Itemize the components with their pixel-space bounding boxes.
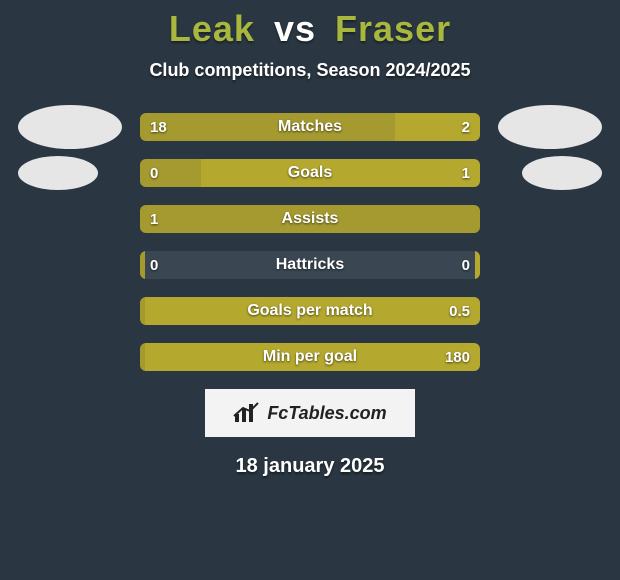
stat-fill-left — [140, 113, 395, 141]
stat-fill-left — [140, 205, 480, 233]
subtitle: Club competitions, Season 2024/2025 — [0, 60, 620, 81]
stat-fill-right — [395, 113, 480, 141]
stat-bar: 0 0Hattricks — [140, 251, 480, 279]
stat-fill-right — [145, 297, 480, 325]
stat-fill-right — [145, 343, 480, 371]
stat-bar: 1Assists — [140, 205, 480, 233]
stat-row: 01Goals — [0, 155, 620, 191]
date-label: 18 january 2025 — [0, 455, 620, 478]
title: Leak vs Fraser — [0, 8, 620, 50]
stat-fill-left — [140, 251, 145, 279]
stat-bar: 0.5Goals per match — [140, 297, 480, 325]
stat-bar: 182Matches — [140, 113, 480, 141]
stat-fill-right — [201, 159, 480, 187]
stat-row: 182Matches — [0, 109, 620, 145]
stat-row: 0 0Hattricks — [0, 247, 620, 283]
stats-container: 182Matches 01Goals 1Assists 0 0Hattricks 0.5G… — [0, 109, 620, 375]
stat-value-right: 0 — [462, 251, 470, 279]
player1-avatar — [18, 105, 122, 149]
title-player1: Leak — [169, 8, 255, 49]
stat-row: 0.5Goals per match — [0, 293, 620, 329]
brand-chart-icon — [233, 402, 259, 424]
stat-bar: 180Min per goal — [140, 343, 480, 371]
title-player2: Fraser — [335, 8, 451, 49]
stat-row: 180Min per goal — [0, 339, 620, 375]
stat-fill-left — [140, 159, 201, 187]
stat-value-left: 0 — [150, 251, 158, 279]
stat-fill-right — [475, 251, 480, 279]
player1-avatar — [18, 156, 98, 190]
player2-avatar — [498, 105, 602, 149]
stat-label: Hattricks — [140, 251, 480, 279]
stat-row: 1Assists — [0, 201, 620, 237]
brand-badge: FcTables.com — [205, 389, 415, 437]
brand-text: FcTables.com — [267, 403, 386, 424]
comparison-card: Leak vs Fraser Club competitions, Season… — [0, 0, 620, 478]
stat-bar: 01Goals — [140, 159, 480, 187]
player2-avatar — [522, 156, 602, 190]
title-vs: vs — [274, 8, 316, 49]
